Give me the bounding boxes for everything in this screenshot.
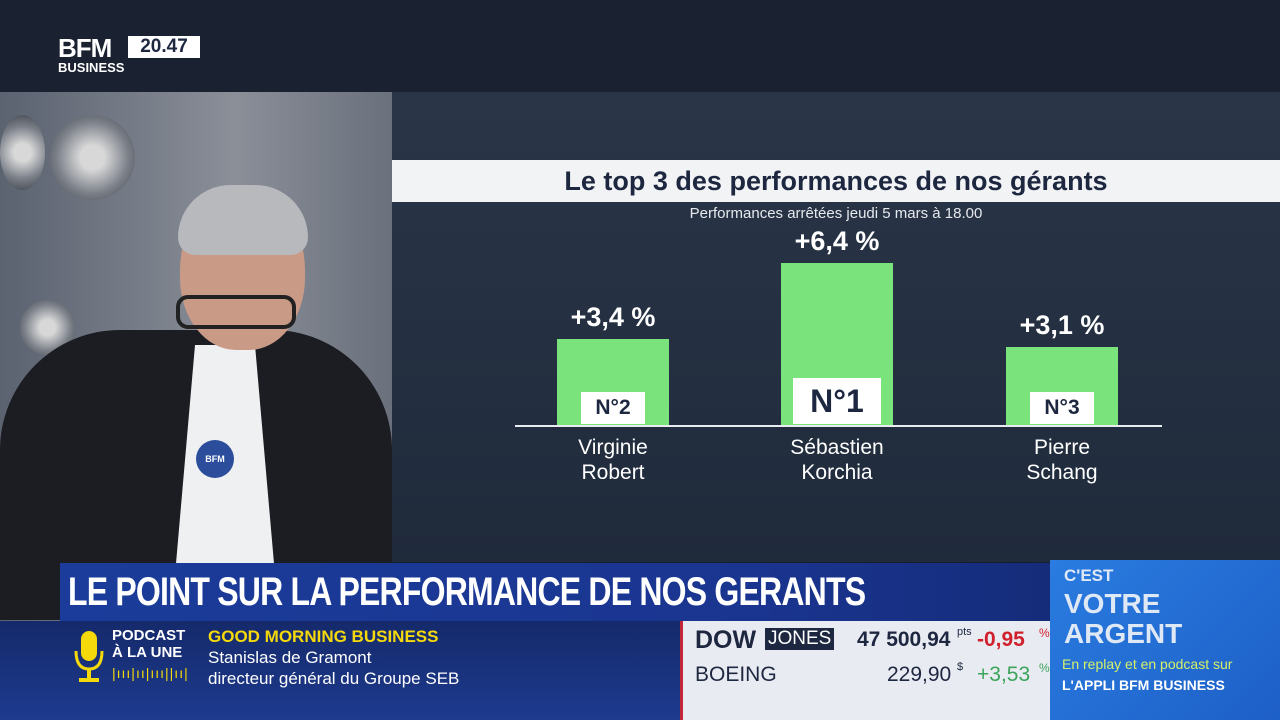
podcast-show: GOOD MORNING BUSINESS — [208, 627, 439, 646]
ticker-name: BOEING — [695, 663, 777, 686]
vault-dial — [50, 115, 135, 200]
category-label-line: Virginie — [578, 436, 648, 459]
category-label: Pierre Schang — [972, 435, 1152, 485]
value-label: +3,1 % — [1019, 309, 1105, 340]
clock: 20.47 — [128, 36, 200, 58]
promo-line-2: VOTRE — [1064, 588, 1161, 619]
chart-title: Le top 3 des performances de nos gérants — [392, 160, 1280, 202]
category-label: Sébastien Korchia — [747, 435, 927, 485]
vault-dial — [0, 115, 45, 190]
ticker-unit: pts — [957, 626, 972, 638]
ticker-unit: $ — [957, 661, 964, 673]
category-label-line: Robert — [581, 461, 645, 484]
podcast-guest-title: directeur général du Groupe SEB — [208, 669, 460, 688]
category-label-line: Schang — [1026, 461, 1098, 484]
ticker-change-unit: % — [1039, 661, 1050, 675]
podcast-guest: Stanislas de Gramont — [208, 648, 372, 667]
promo-sub-1: En replay et en podcast sur — [1062, 656, 1233, 672]
podcast-strip: PODCAST À LA UNE |ııı|ıı|ııı||ıı| GOOD M… — [0, 621, 680, 720]
ticker-change: +3,53 — [977, 663, 1031, 686]
channel-logo: BFM BUSINESS — [58, 33, 126, 80]
category-label-line: Korchia — [801, 461, 873, 484]
chart-baseline — [515, 425, 1162, 427]
microphone-icon — [74, 631, 104, 682]
chart-subtitle: Performances arrêtées jeudi 5 mars à 18.… — [689, 205, 983, 222]
headline-text: LE POINT SUR LA PERFORMANCE DE NOS GERAN… — [68, 570, 866, 614]
market-ticker: DOW JONES 47 500,94 pts -0,95 % BOEING 2… — [680, 621, 1050, 720]
rank-badge: N°2 — [581, 392, 645, 424]
ticker-name: DOW — [695, 626, 757, 654]
promo-line-3: ARGENT — [1064, 618, 1183, 649]
ticker-row: DOW JONES 47 500,94 pts -0,95 % — [695, 626, 1050, 654]
presenter-glasses — [176, 295, 296, 329]
category-label: Virginie Robert — [523, 435, 703, 485]
ticker-row: BOEING 229,90 $ +3,53 % — [695, 661, 1050, 689]
headline-banner: LE POINT SUR LA PERFORMANCE DE NOS GERAN… — [60, 563, 1050, 621]
promo-box: C'EST VOTRE ARGENT En replay et en podca… — [1050, 560, 1280, 720]
ticker-change-unit: % — [1039, 626, 1050, 640]
ticker-value: 47 500,94 — [857, 628, 951, 651]
podcast-label-2: À LA UNE — [112, 644, 183, 661]
presenter-hair — [178, 185, 308, 255]
rank-badge: N°3 — [1030, 392, 1094, 424]
podcast-label: PODCAST — [112, 627, 186, 644]
promo-line-1: C'EST — [1064, 566, 1114, 585]
category-label-line: Pierre — [1033, 436, 1091, 459]
studio-top-band — [0, 0, 1280, 92]
microphone: BFM — [196, 440, 234, 478]
category-label-line: Sébastien — [790, 436, 884, 459]
logo-business: BUSINESS — [58, 60, 125, 75]
waveform-icon: |ııı|ıı|ııı||ıı| — [112, 665, 189, 681]
value-label: +6,4 % — [794, 226, 880, 256]
ticker-value: 229,90 — [887, 663, 952, 686]
logo-bfm: BFM — [58, 33, 112, 63]
ticker-name-b: JONES — [765, 628, 835, 650]
promo-sub-2: L'APPLI BFM BUSINESS — [1062, 677, 1225, 693]
ticker-change: -0,95 — [977, 628, 1025, 651]
rank-badge: N°1 — [793, 378, 881, 424]
value-label: +3,4 % — [570, 301, 656, 332]
